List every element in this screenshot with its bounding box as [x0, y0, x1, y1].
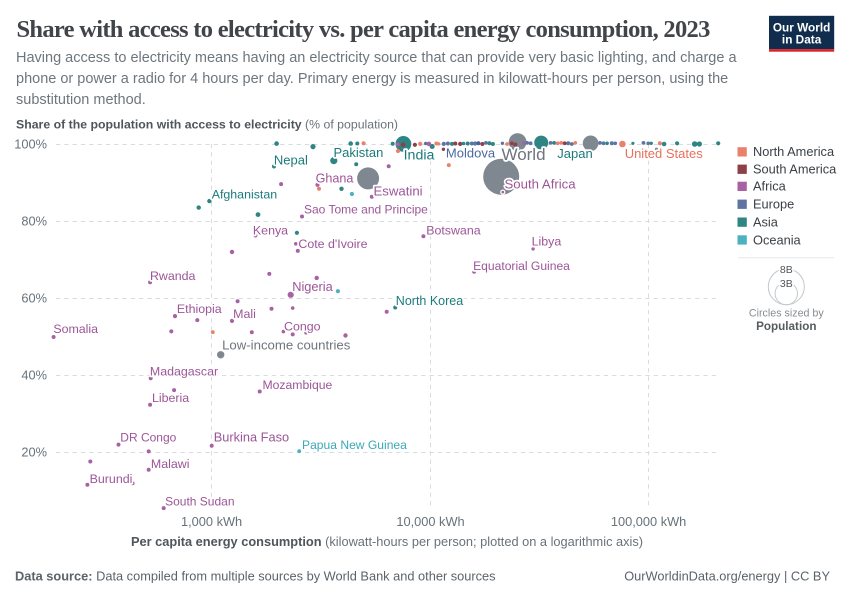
svg-text:Oceania: Oceania: [753, 232, 802, 247]
svg-text:Eswatini: Eswatini: [374, 183, 423, 198]
svg-text:Malawi: Malawi: [151, 457, 190, 471]
svg-text:South America: South America: [753, 162, 837, 177]
svg-text:Somalia: Somalia: [53, 322, 98, 336]
svg-text:Share of the population with a: Share of the population with access to e…: [16, 118, 398, 132]
svg-text:Liberia: Liberia: [152, 391, 189, 405]
svg-text:Our World: Our World: [773, 21, 830, 35]
svg-text:Kenya: Kenya: [253, 224, 288, 238]
svg-text:Data source: Data compiled fro: Data source: Data compiled from multiple…: [15, 569, 496, 584]
svg-text:Low-income countries: Low-income countries: [222, 338, 351, 353]
svg-text:Population: Population: [756, 320, 816, 333]
svg-text:Afghanistan: Afghanistan: [212, 187, 278, 201]
svg-text:Cote d'Ivoire: Cote d'Ivoire: [298, 237, 367, 251]
svg-text:World: World: [501, 145, 545, 164]
svg-text:Moldova: Moldova: [446, 145, 496, 160]
svg-text:60%: 60%: [21, 291, 47, 306]
svg-text:substitution method.: substitution method.: [16, 92, 146, 108]
svg-text:Share with access to electrici: Share with access to electricity vs. per…: [17, 16, 711, 43]
svg-text:Burkina Faso: Burkina Faso: [214, 430, 289, 445]
svg-text:in Data: in Data: [782, 33, 822, 47]
svg-text:Nepal: Nepal: [274, 152, 308, 167]
svg-text:8B: 8B: [780, 264, 793, 276]
svg-text:Madagascar: Madagascar: [150, 365, 218, 379]
svg-text:1,000 kWh: 1,000 kWh: [181, 514, 242, 529]
svg-text:Mali: Mali: [233, 307, 256, 321]
svg-text:Mozambique: Mozambique: [263, 378, 333, 392]
svg-text:South Sudan: South Sudan: [165, 495, 234, 509]
svg-text:phone or power a radio for 4 h: phone or power a radio for 4 hours per d…: [16, 71, 728, 87]
svg-text:Congo: Congo: [284, 320, 321, 334]
svg-text:Ghana: Ghana: [316, 172, 354, 186]
svg-text:North Korea: North Korea: [396, 294, 463, 308]
svg-text:Africa: Africa: [753, 179, 787, 194]
svg-text:3B: 3B: [780, 278, 793, 290]
svg-text:Libya: Libya: [532, 234, 562, 248]
svg-text:Papua New Guinea: Papua New Guinea: [302, 438, 407, 452]
svg-text:100%: 100%: [14, 137, 47, 152]
svg-text:80%: 80%: [21, 214, 47, 229]
svg-text:Having access to electricity m: Having access to electricity means havin…: [16, 50, 737, 66]
svg-text:Nigeria: Nigeria: [292, 279, 333, 294]
svg-text:Europe: Europe: [753, 197, 794, 212]
svg-text:Pakistan: Pakistan: [333, 145, 383, 160]
svg-text:DR Congo: DR Congo: [120, 430, 176, 444]
svg-text:Rwanda: Rwanda: [150, 269, 196, 283]
svg-text:Equatorial Guinea: Equatorial Guinea: [473, 259, 570, 273]
svg-text:South Africa: South Africa: [505, 177, 577, 192]
svg-text:Burundi: Burundi: [90, 472, 133, 486]
svg-text:100,000 kWh: 100,000 kWh: [611, 514, 686, 529]
svg-text:40%: 40%: [21, 368, 47, 383]
svg-text:Botswana: Botswana: [426, 224, 481, 238]
svg-text:United States: United States: [625, 146, 704, 161]
svg-text:OurWorldinData.org/energy | CC: OurWorldinData.org/energy | CC BY: [624, 569, 830, 584]
svg-text:Japan: Japan: [557, 146, 592, 161]
svg-text:Sao Tome and Principe: Sao Tome and Principe: [304, 202, 428, 216]
svg-text:Ethiopia: Ethiopia: [177, 302, 222, 316]
svg-text:Per capita energy consumption: Per capita energy consumption (kilowatt-…: [131, 534, 643, 549]
svg-text:India: India: [404, 148, 435, 164]
svg-text:20%: 20%: [21, 445, 47, 460]
svg-text:Asia: Asia: [753, 215, 779, 230]
svg-text:10,000 kWh: 10,000 kWh: [396, 514, 464, 529]
svg-text:North America: North America: [753, 144, 835, 159]
svg-text:Circles sized by: Circles sized by: [749, 308, 824, 320]
